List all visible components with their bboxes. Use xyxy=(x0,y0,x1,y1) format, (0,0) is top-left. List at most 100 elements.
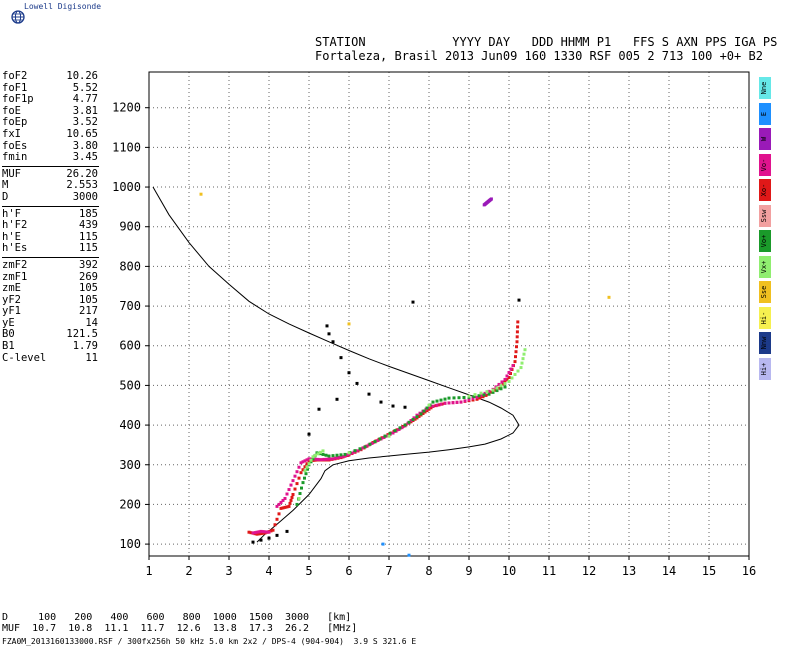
echo-point xyxy=(305,462,309,466)
param-row: foEs 3.80 xyxy=(2,140,98,153)
echo-point xyxy=(269,529,273,533)
echo-point xyxy=(343,454,347,458)
echo-point xyxy=(411,300,415,304)
echo-point xyxy=(347,322,351,326)
legend-label: Xo- xyxy=(760,183,768,197)
echo-point xyxy=(479,391,483,395)
param-value: 392 xyxy=(79,258,98,271)
echo-point xyxy=(513,360,517,364)
param-row: zmE 105 xyxy=(2,282,98,295)
param-value: 185 xyxy=(79,207,98,220)
legend-label: Vo+ xyxy=(760,234,768,248)
echo-point xyxy=(487,392,491,396)
muf-distance-row: D 100 200 400 600 800 1000 1500 3000 [km… xyxy=(2,612,352,623)
param-name: zmE xyxy=(2,282,21,295)
header-labels: STATION YYYY DAY DDD HHMM P1 FFS S AXN P… xyxy=(315,35,778,49)
x-tick-label: 13 xyxy=(622,564,636,578)
echo-point xyxy=(257,532,261,536)
echo-point xyxy=(279,500,283,504)
echo-point xyxy=(249,531,253,535)
echo-point xyxy=(472,395,476,399)
echo-point xyxy=(483,391,487,395)
file-info-footer: FZA0M_2013160133000.RSF / 300fx256h 50 k… xyxy=(2,637,417,646)
echo-point xyxy=(293,474,297,478)
param-value: 2.553 xyxy=(66,179,98,192)
x-tick-label: 10 xyxy=(502,564,516,578)
legend-swatch: Hi+ xyxy=(759,357,771,380)
x-tick-label: 15 xyxy=(702,564,716,578)
echo-point xyxy=(439,398,443,402)
scaled-parameters-panel: foF2 10.26 foF1 5.52 foF1p 4.77 foE 3.81 foEp 3.5… xyxy=(2,70,99,364)
echo-point xyxy=(491,388,495,392)
echo-point xyxy=(277,512,281,516)
echo-point xyxy=(281,506,285,510)
globe-icon xyxy=(11,10,25,24)
x-tick-label: 8 xyxy=(425,564,432,578)
echo-point xyxy=(429,406,433,410)
echo-point xyxy=(297,496,301,500)
echo-point xyxy=(313,457,317,461)
param-value: 10.65 xyxy=(66,127,98,140)
echo-point xyxy=(447,401,451,405)
param-value: 115 xyxy=(79,242,98,255)
param-row: yF1 217 xyxy=(2,306,98,318)
echo-point xyxy=(316,457,320,461)
echo-point xyxy=(517,298,521,302)
echo-point xyxy=(311,457,315,461)
echo-point xyxy=(497,382,501,386)
y-tick-label: 600 xyxy=(119,339,141,353)
y-tick-label: 300 xyxy=(119,458,141,472)
param-row: foF1p 4.77 xyxy=(2,94,98,106)
echo-point xyxy=(501,382,505,386)
echo-point xyxy=(253,531,257,535)
echo-point xyxy=(427,407,431,411)
echo-point xyxy=(275,533,279,537)
echo-point xyxy=(419,412,423,416)
param-value: 5.52 xyxy=(72,81,98,94)
echo-point xyxy=(287,488,291,492)
echo-point xyxy=(427,403,431,407)
echo-point xyxy=(316,452,320,456)
echo-point xyxy=(285,492,289,496)
echo-point xyxy=(355,449,359,453)
echo-point xyxy=(299,471,303,475)
echo-point xyxy=(455,400,459,404)
echo-point xyxy=(299,461,303,465)
echo-point xyxy=(199,192,203,196)
echo-point xyxy=(431,400,435,404)
param-name: foEp xyxy=(2,116,28,129)
echo-point xyxy=(283,505,287,509)
echo-point xyxy=(259,538,263,542)
param-row: fxI 10.65 xyxy=(2,127,98,141)
echo-point xyxy=(507,375,511,379)
echo-point xyxy=(503,382,507,386)
param-name: zmF1 xyxy=(2,270,28,283)
echo-point xyxy=(479,393,483,397)
echo-point xyxy=(516,325,520,329)
param-row: B0 121.5 xyxy=(2,329,98,341)
echo-point xyxy=(513,373,517,376)
x-tick-label: 16 xyxy=(742,564,756,578)
echo-point xyxy=(343,452,347,456)
echo-point xyxy=(515,340,519,344)
y-tick-label: 900 xyxy=(119,220,141,234)
echo-point xyxy=(507,371,511,375)
echo-point xyxy=(281,498,285,502)
x-tick-label: 2 xyxy=(185,564,192,578)
echo-point xyxy=(295,482,299,486)
echo-point xyxy=(319,458,323,462)
echo-point xyxy=(427,405,431,409)
echo-point xyxy=(403,405,407,409)
station-header: STATION YYYY DAY DDD HHMM P1 FFS S AXN P… xyxy=(315,35,777,63)
echo-point xyxy=(475,395,479,399)
echo-point xyxy=(275,517,279,521)
legend-swatch: E xyxy=(759,102,771,125)
echo-point xyxy=(391,404,395,408)
echo-point xyxy=(301,460,305,464)
echo-point xyxy=(307,462,311,466)
echo-point xyxy=(495,386,499,390)
echo-point xyxy=(363,445,367,449)
echo-point xyxy=(516,320,520,324)
echo-point xyxy=(435,403,439,407)
